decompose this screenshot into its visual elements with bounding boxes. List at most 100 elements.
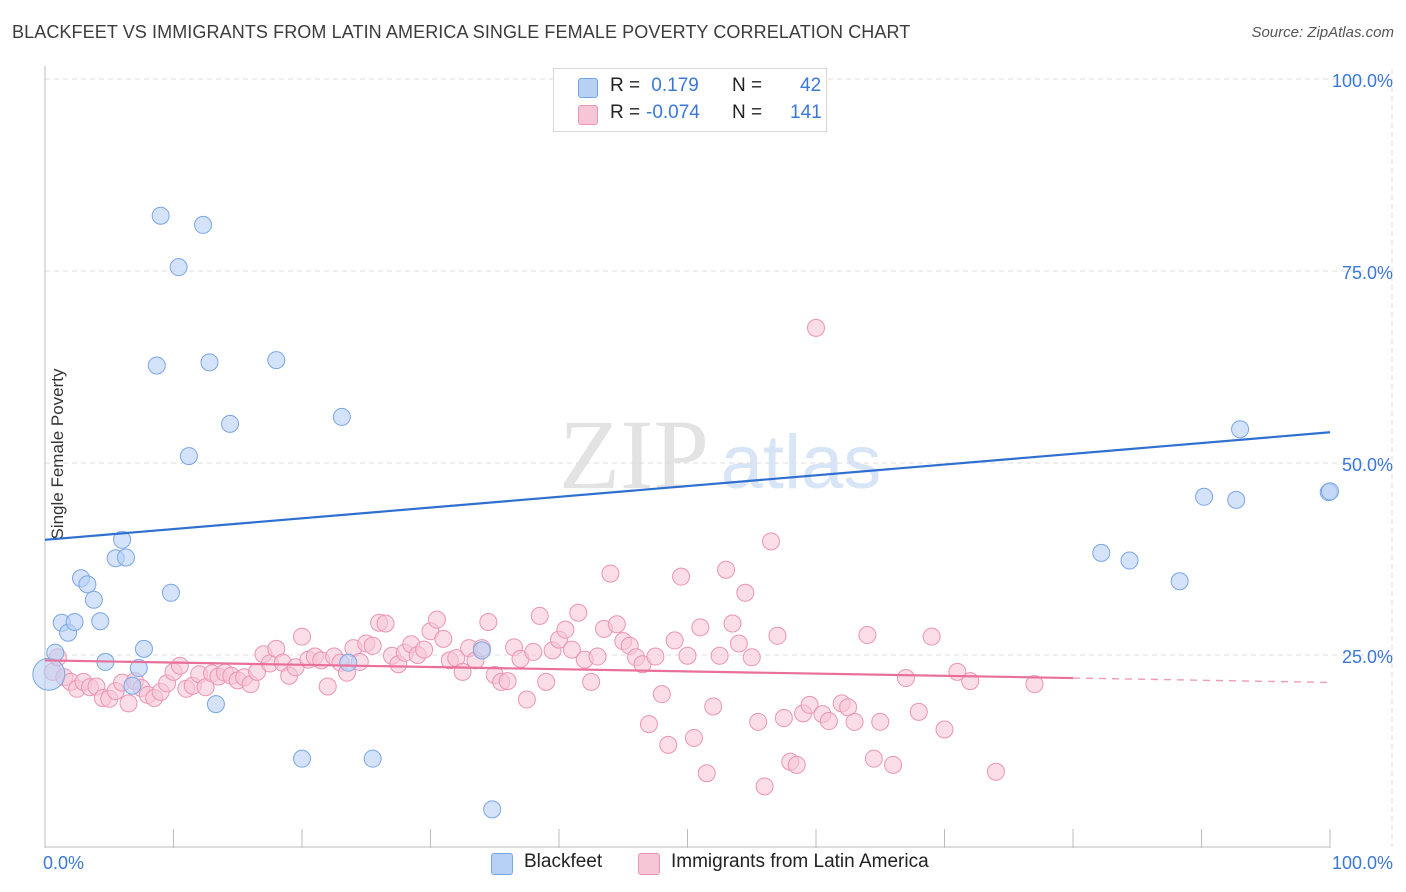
data-point-blackfeet [1231, 420, 1250, 439]
data-point-immigrants [672, 567, 691, 586]
data-point-immigrants [524, 642, 543, 661]
data-point-blackfeet [169, 258, 188, 277]
data-point-immigrants [723, 614, 742, 633]
data-point-blackfeet [65, 612, 84, 631]
data-point-immigrants [922, 627, 941, 646]
data-point-blackfeet [267, 351, 286, 370]
data-point-immigrants [986, 762, 1005, 781]
data-point-immigrants [871, 712, 890, 731]
data-point-immigrants [293, 627, 311, 646]
data-point-blackfeet [84, 590, 103, 609]
data-point-immigrants [607, 615, 626, 634]
trend-line-immigrants [44, 659, 1074, 680]
y-tick-label: 100.0% [1332, 71, 1393, 91]
data-point-blackfeet [78, 575, 97, 594]
legend-swatch-blue [578, 78, 598, 98]
data-point-immigrants [588, 647, 607, 666]
data-point-blackfeet [113, 530, 132, 549]
data-point-immigrants [434, 629, 453, 648]
data-point-immigrants [736, 583, 755, 602]
data-point-immigrants [691, 618, 710, 637]
data-point-immigrants [755, 777, 774, 796]
data-point-immigrants [762, 532, 781, 551]
watermark-zip: ZIP [559, 399, 709, 510]
x-tick-label: 0.0% [43, 853, 84, 873]
data-point-immigrants [415, 640, 434, 659]
legend-n-value: 42 [800, 75, 822, 96]
legend-n-value: 141 [790, 102, 822, 123]
y-tick-label: 25.0% [1342, 647, 1393, 667]
axes [44, 66, 1331, 848]
data-point-blackfeet [1227, 490, 1246, 509]
data-point-immigrants [697, 764, 716, 783]
data-point-blackfeet [179, 447, 198, 466]
data-point-blackfeet [293, 749, 311, 768]
y-tick-label: 50.0% [1342, 455, 1393, 475]
data-point-immigrants [170, 656, 189, 675]
y-tick-label: 75.0% [1342, 263, 1393, 283]
data-point-immigrants [768, 626, 787, 645]
data-point-blackfeet [134, 639, 153, 658]
data-point-blackfeet [116, 548, 135, 567]
trend-line-immigrants-extension [1072, 677, 1331, 684]
data-point-immigrants [517, 690, 536, 709]
data-point-blackfeet [221, 414, 240, 433]
data-point-immigrants [646, 647, 665, 666]
data-point-blackfeet [200, 353, 219, 372]
data-point-blackfeet [339, 653, 358, 672]
data-point-blackfeet [1170, 572, 1189, 591]
data-point-immigrants [569, 603, 588, 622]
trend-lines [44, 431, 1331, 684]
data-point-blackfeet [1195, 487, 1214, 506]
data-point-immigrants [601, 564, 620, 583]
data-point-blackfeet [1321, 482, 1339, 501]
data-point-blackfeet [32, 657, 66, 691]
data-point-immigrants [935, 720, 954, 739]
data-point-blackfeet [363, 749, 382, 768]
data-point-immigrants [729, 634, 748, 653]
legend-n-label: N = [732, 102, 763, 123]
chart-source: Source: ZipAtlas.com [1251, 24, 1394, 41]
legend-r-label: R = [610, 75, 641, 96]
data-point-immigrants [659, 735, 678, 754]
data-point-immigrants [684, 728, 703, 747]
bottom-legend-label: Immigrants from Latin America [671, 851, 929, 872]
data-point-immigrants [819, 712, 838, 731]
data-point-immigrants [717, 560, 736, 579]
data-point-blackfeet [129, 659, 148, 678]
x-tick-label: 100.0% [1332, 853, 1393, 873]
bottom-legend-label: Blackfeet [524, 851, 603, 872]
legend-r-label: R = [610, 102, 641, 123]
data-point-blackfeet [332, 407, 351, 426]
data-point-immigrants [498, 672, 517, 691]
data-point-immigrants [710, 646, 729, 665]
data-point-immigrants [884, 755, 903, 774]
data-point-immigrants [639, 715, 658, 734]
data-point-blackfeet [151, 206, 170, 225]
trend-line-blackfeet [44, 431, 1331, 541]
data-point-immigrants [749, 712, 768, 731]
data-point-immigrants [119, 694, 138, 713]
data-point-immigrants [427, 610, 446, 629]
tick-labels: 25.0% 50.0% 75.0% 100.0% 0.0% 100.0% [43, 71, 1393, 873]
data-point-blackfeet [123, 676, 142, 695]
data-point-blackfeet [147, 356, 166, 375]
legend-swatch-pink [578, 105, 598, 125]
data-point-immigrants [376, 614, 395, 633]
legend-r-value: 0.179 [646, 75, 699, 96]
data-point-immigrants [665, 631, 684, 650]
data-point-blackfeet [1120, 551, 1139, 570]
series-immigrants-points [43, 318, 1044, 796]
legend-r-value: -0.074 [646, 102, 700, 123]
chart-title: BLACKFEET VS IMMIGRANTS FROM LATIN AMERI… [12, 22, 911, 42]
data-point-blackfeet [91, 612, 110, 631]
data-point-immigrants [537, 672, 556, 691]
data-point-blackfeet [1092, 543, 1111, 562]
data-point-immigrants [896, 669, 915, 688]
legend-n-label: N = [732, 75, 763, 96]
bottom-legend-swatch-pink [638, 853, 660, 875]
data-point-immigrants [562, 640, 581, 659]
data-point-immigrants [742, 648, 761, 667]
data-point-blackfeet [46, 643, 65, 662]
